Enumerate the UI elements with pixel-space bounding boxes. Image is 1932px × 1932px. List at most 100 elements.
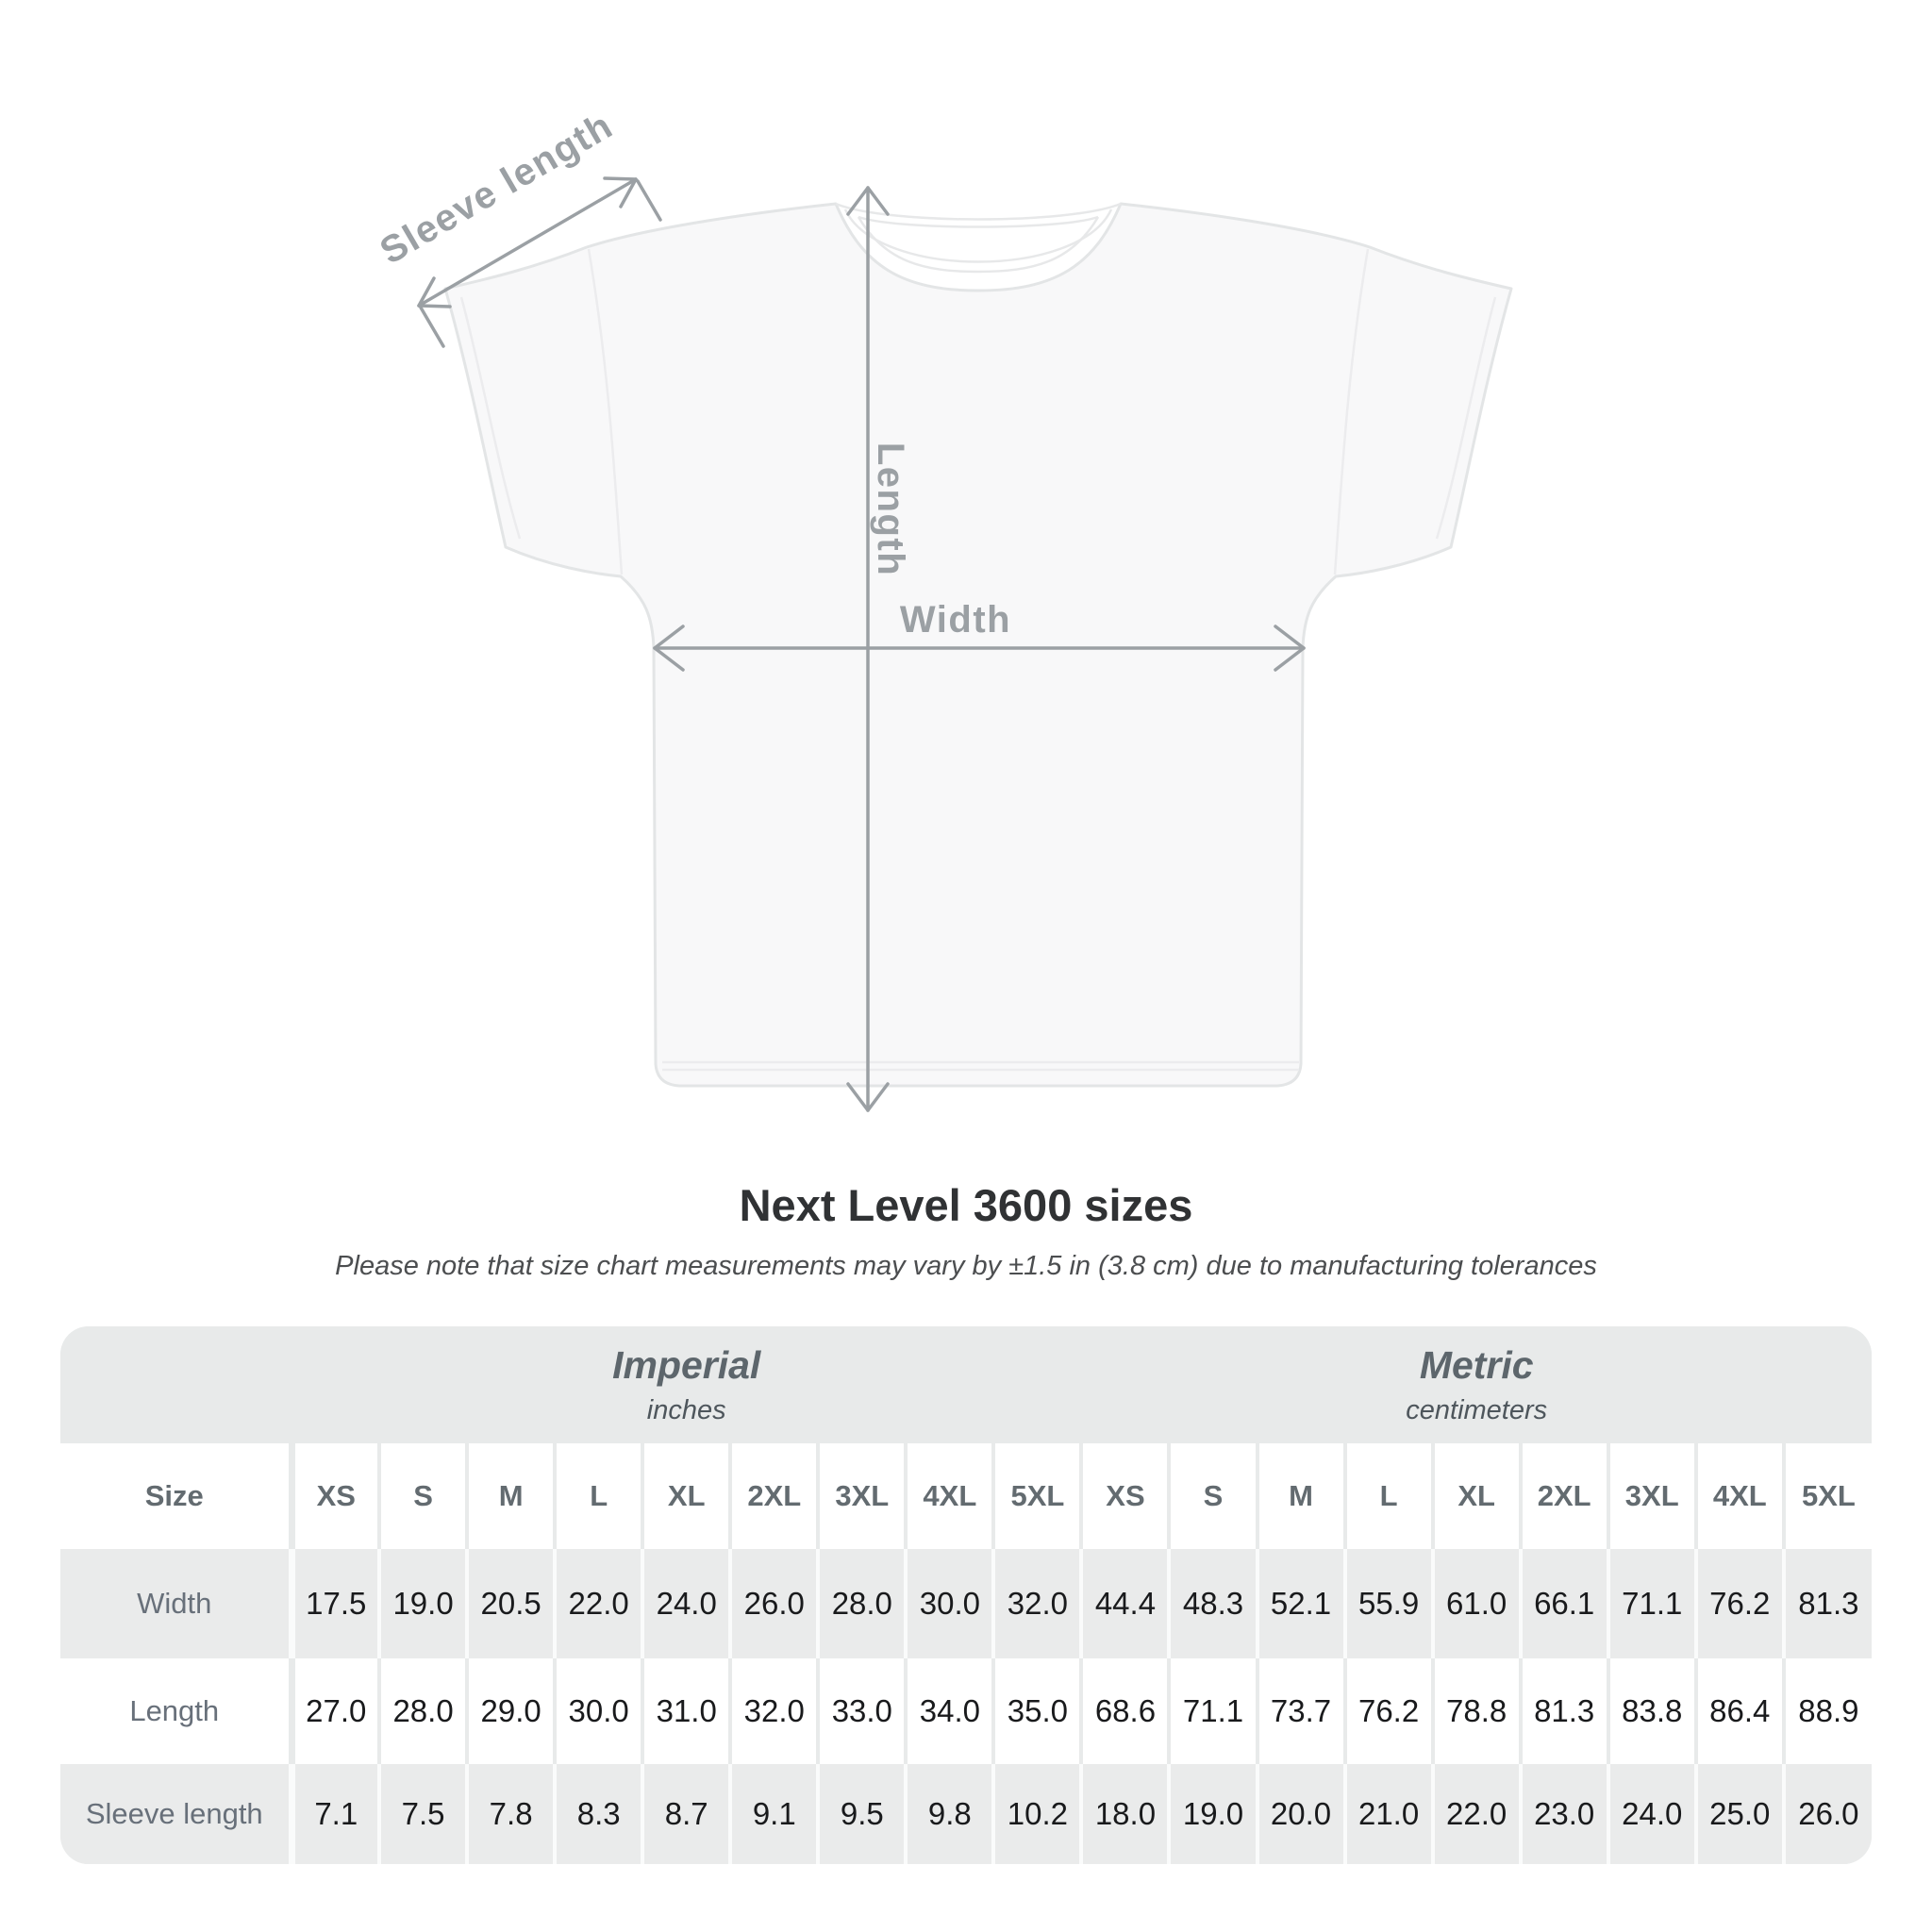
col-header-metric-xs: XS (1079, 1443, 1170, 1549)
unit-band-row: Imperial inches Metric centimeters (60, 1326, 1872, 1443)
col-header-imperial-l: L (553, 1443, 643, 1549)
value-cell-imperial: 8.7 (641, 1764, 731, 1864)
size-chart-table: Imperial inches Metric centimeters Size X… (60, 1326, 1872, 1864)
value-cell-metric: 18.0 (1079, 1764, 1170, 1864)
imperial-unit: inches (646, 1395, 726, 1425)
value-cell-metric: 66.1 (1518, 1549, 1608, 1658)
value-cell-imperial: 26.0 (728, 1549, 819, 1658)
value-cell-metric: 73.7 (1255, 1658, 1345, 1764)
imperial-band: Imperial inches (291, 1326, 1082, 1443)
tshirt-illustration (443, 202, 1513, 1088)
col-header-metric-m: M (1255, 1443, 1345, 1549)
value-cell-metric: 26.0 (1781, 1764, 1872, 1864)
value-cell-imperial: 28.0 (377, 1658, 468, 1764)
value-cell-metric: 76.2 (1342, 1658, 1433, 1764)
col-header-metric-4xl: 4XL (1693, 1443, 1784, 1549)
col-header-metric-3xl: 3XL (1606, 1443, 1696, 1549)
value-cell-imperial: 22.0 (553, 1549, 643, 1658)
value-cell-metric: 78.8 (1430, 1658, 1521, 1764)
col-header-imperial-3xl: 3XL (816, 1443, 907, 1549)
col-header-metric-5xl: 5XL (1781, 1443, 1872, 1549)
value-cell-imperial: 34.0 (904, 1658, 994, 1764)
value-cell-metric: 52.1 (1255, 1549, 1345, 1658)
col-header-metric-l: L (1342, 1443, 1433, 1549)
value-cell-metric: 24.0 (1606, 1764, 1696, 1864)
value-cell-metric: 61.0 (1430, 1549, 1521, 1658)
value-cell-imperial: 35.0 (991, 1658, 1082, 1764)
metric-band: Metric centimeters (1081, 1326, 1872, 1443)
value-cell-imperial: 9.8 (904, 1764, 994, 1864)
col-header-imperial-xl: XL (641, 1443, 731, 1549)
value-cell-metric: 48.3 (1167, 1549, 1257, 1658)
value-cell-imperial: 27.0 (288, 1658, 380, 1764)
value-cell-imperial: 30.0 (904, 1549, 994, 1658)
col-header-size: Size (60, 1443, 291, 1549)
value-cell-metric: 71.1 (1167, 1658, 1257, 1764)
value-cell-imperial: 33.0 (816, 1658, 907, 1764)
value-cell-imperial: 32.0 (991, 1549, 1082, 1658)
value-cell-metric: 55.9 (1342, 1549, 1433, 1658)
value-cell-imperial: 19.0 (377, 1549, 468, 1658)
table-row-length: Length 27.0 28.0 29.0 30.0 31.0 32.0 33.0 34.0 35… (60, 1658, 1872, 1764)
value-cell-imperial: 28.0 (816, 1549, 907, 1658)
page-title: Next Level 3600 sizes (739, 1180, 1193, 1230)
col-header-imperial-xs: XS (288, 1443, 380, 1549)
collar-detail (835, 202, 1122, 274)
length-label: Length (870, 442, 911, 576)
tolerance-note: Please note that size chart measurements… (335, 1251, 1597, 1281)
value-cell-imperial: 32.0 (728, 1658, 819, 1764)
width-arrow (653, 625, 1306, 672)
value-cell-imperial: 20.5 (465, 1549, 556, 1658)
imperial-heading: Imperial (612, 1343, 761, 1387)
seam-lines (459, 248, 1497, 1072)
value-cell-metric: 88.9 (1781, 1658, 1872, 1764)
size-table: Imperial inches Metric centimeters Size X… (60, 1326, 1872, 1864)
value-cell-imperial: 31.0 (641, 1658, 731, 1764)
metric-unit: centimeters (1406, 1395, 1548, 1425)
col-header-imperial-4xl: 4XL (904, 1443, 994, 1549)
value-cell-imperial: 29.0 (465, 1658, 556, 1764)
value-cell-imperial: 24.0 (641, 1549, 731, 1658)
metric-heading: Metric (1419, 1343, 1534, 1387)
row-label: Sleeve length (85, 1797, 263, 1830)
value-cell-imperial: 9.1 (728, 1764, 819, 1864)
value-cell-metric: 21.0 (1342, 1764, 1433, 1864)
value-cell-metric: 68.6 (1079, 1658, 1170, 1764)
value-cell-metric: 71.1 (1606, 1549, 1696, 1658)
col-header-imperial-m: M (465, 1443, 556, 1549)
value-cell-metric: 25.0 (1693, 1764, 1784, 1864)
row-label: Width (137, 1587, 212, 1620)
value-cell-metric: 20.0 (1255, 1764, 1345, 1864)
col-header-metric-s: S (1167, 1443, 1257, 1549)
col-header-metric-2xl: 2XL (1518, 1443, 1608, 1549)
value-cell-imperial: 10.2 (991, 1764, 1082, 1864)
table-row-sleeve-length: Sleeve length 7.1 7.5 7.8 8.3 8.7 9.1 9.5 9.8 10.… (60, 1764, 1872, 1864)
row-label: Length (129, 1694, 220, 1727)
value-cell-imperial: 7.5 (377, 1764, 468, 1864)
value-cell-metric: 83.8 (1606, 1658, 1696, 1764)
col-header-imperial-s: S (377, 1443, 468, 1549)
col-header-imperial-2xl: 2XL (728, 1443, 819, 1549)
value-cell-metric: 86.4 (1693, 1658, 1784, 1764)
value-cell-metric: 23.0 (1518, 1764, 1608, 1864)
value-cell-imperial: 9.5 (816, 1764, 907, 1864)
col-header-metric-xl: XL (1430, 1443, 1521, 1549)
value-cell-imperial: 30.0 (553, 1658, 643, 1764)
unit-band-corner (60, 1326, 291, 1443)
tshirt-measurement-diagram: Sleeve length Length Width (374, 105, 1513, 1112)
value-cell-imperial: 7.8 (465, 1764, 556, 1864)
value-cell-metric: 19.0 (1167, 1764, 1257, 1864)
value-cell-imperial: 8.3 (553, 1764, 643, 1864)
width-label: Width (900, 599, 1011, 641)
value-cell-imperial: 7.1 (288, 1764, 380, 1864)
value-cell-metric: 81.3 (1518, 1658, 1608, 1764)
sleeve-length-arrow (417, 176, 662, 348)
value-cell-metric: 22.0 (1430, 1764, 1521, 1864)
value-cell-metric: 81.3 (1781, 1549, 1872, 1658)
value-cell-metric: 44.4 (1079, 1549, 1170, 1658)
value-cell-metric: 76.2 (1693, 1549, 1784, 1658)
value-cell-imperial: 17.5 (288, 1549, 380, 1658)
size-header-row: Size XS S M L XL 2XL 3XL 4XL 5XL XS S M L XL 2XL 3XL 4XL 5… (60, 1443, 1872, 1549)
table-row-width: Width 17.5 19.0 20.5 22.0 24.0 26.0 28.0 30.0 32.… (60, 1549, 1872, 1658)
